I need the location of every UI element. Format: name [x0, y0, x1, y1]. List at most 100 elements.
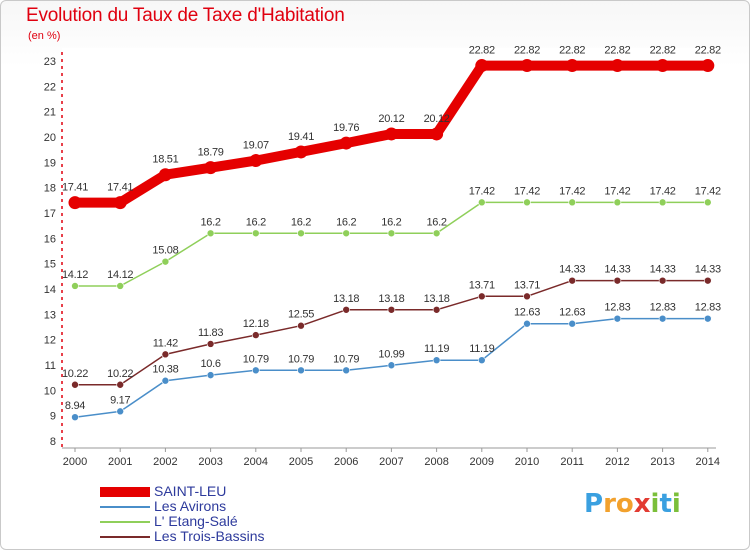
data-point-les-avirons	[161, 376, 170, 385]
x-tick-label: 2001	[108, 456, 132, 468]
y-tick-label: 12	[44, 335, 56, 347]
data-label-les-trois-bassins: 11.83	[198, 327, 223, 339]
logo-letter: P	[584, 489, 604, 519]
data-point-l-etang-sal	[206, 229, 215, 238]
data-point-les-avirons	[477, 356, 486, 364]
x-tick-label: 2011	[560, 456, 584, 468]
y-tick-label: 13	[44, 309, 56, 321]
data-label-saint-leu: 18.51	[152, 154, 178, 166]
data-point-les-avirons	[703, 314, 712, 323]
data-point-les-trois-bassins	[568, 276, 577, 285]
data-point-saint-leu	[520, 59, 534, 73]
data-point-saint-leu	[565, 59, 579, 73]
data-label-les-trois-bassins: 13.18	[378, 293, 404, 305]
data-label-les-trois-bassins: 12.18	[243, 318, 269, 330]
data-label-saint-leu: 22.82	[469, 45, 495, 57]
data-label-l-etang-sal: 16.2	[381, 216, 401, 228]
data-point-les-avirons	[387, 361, 396, 370]
legend-label: Les Trois-Bassins	[154, 528, 265, 544]
data-point-saint-leu	[339, 136, 353, 150]
data-point-l-etang-sal	[658, 198, 667, 207]
data-point-l-etang-sal	[703, 198, 712, 207]
data-point-saint-leu	[656, 59, 670, 73]
data-point-les-trois-bassins	[523, 292, 531, 301]
data-point-saint-leu	[249, 154, 263, 168]
data-point-saint-leu	[610, 59, 624, 73]
x-tick-label: 2003	[198, 456, 222, 468]
data-label-les-avirons: 10.6	[200, 358, 220, 370]
data-label-saint-leu: 22.82	[650, 45, 676, 57]
data-label-les-trois-bassins: 14.33	[650, 264, 676, 276]
data-point-l-etang-sal	[342, 229, 351, 238]
data-label-les-trois-bassins: 14.33	[604, 264, 630, 276]
data-label-les-trois-bassins: 13.18	[333, 293, 359, 305]
data-label-l-etang-sal: 17.42	[514, 185, 540, 197]
x-tick-label: 2012	[605, 456, 629, 468]
data-label-saint-leu: 19.76	[333, 122, 359, 134]
data-label-saint-leu: 22.82	[604, 45, 630, 57]
data-point-les-trois-bassins	[116, 380, 124, 389]
data-label-saint-leu: 18.79	[198, 147, 224, 159]
data-point-les-trois-bassins	[342, 305, 351, 314]
legend-swatch	[100, 521, 150, 523]
logo-letter: r	[603, 489, 616, 519]
data-point-l-etang-sal	[71, 282, 79, 290]
y-tick-label: 14	[44, 284, 56, 296]
logo-letter: i	[650, 489, 660, 519]
data-label-les-avirons: 12.63	[559, 307, 585, 319]
data-label-saint-leu: 22.82	[559, 45, 585, 57]
proxiti-logo: Proxiti	[584, 489, 681, 519]
x-tick-label: 2004	[244, 456, 268, 468]
data-point-les-avirons	[116, 407, 124, 416]
logo-letter: x	[633, 489, 651, 519]
data-point-saint-leu	[701, 59, 715, 73]
data-label-l-etang-sal: 16.2	[246, 216, 266, 228]
data-label-saint-leu: 19.07	[243, 140, 269, 152]
y-tick-label: 21	[44, 107, 56, 119]
data-label-l-etang-sal: 14.12	[107, 269, 133, 281]
data-point-l-etang-sal	[387, 229, 396, 238]
y-tick-label: 22	[44, 81, 56, 93]
y-tick-label: 23	[44, 56, 56, 68]
data-label-les-avirons: 10.38	[152, 364, 178, 376]
data-point-les-trois-bassins	[658, 276, 667, 285]
chart-title: Evolution du Taux de Taxe d'Habitation	[26, 5, 345, 26]
legend-label: L' Etang-Salé	[154, 513, 238, 529]
data-label-l-etang-sal: 14.12	[62, 269, 88, 281]
data-label-l-etang-sal: 16.2	[426, 216, 446, 228]
y-tick-label: 11	[45, 360, 56, 372]
data-point-les-trois-bassins	[252, 331, 260, 339]
data-point-l-etang-sal	[252, 229, 260, 238]
data-point-les-trois-bassins	[613, 276, 622, 285]
data-label-les-avirons: 12.83	[604, 302, 630, 314]
logo-letter: t	[659, 489, 672, 519]
data-label-l-etang-sal: 17.42	[559, 185, 585, 197]
data-label-les-trois-bassins: 11.42	[153, 337, 178, 349]
data-label-l-etang-sal: 15.08	[152, 245, 178, 257]
data-label-les-avirons: 10.79	[333, 353, 359, 365]
data-label-saint-leu: 19.41	[288, 131, 314, 143]
data-point-l-etang-sal	[568, 198, 577, 207]
data-point-saint-leu	[294, 145, 308, 159]
data-label-saint-leu: 17.41	[62, 182, 88, 194]
logo-letter: o	[615, 489, 634, 519]
data-label-l-etang-sal: 17.42	[469, 185, 495, 197]
data-label-les-avirons: 12.83	[695, 302, 721, 314]
data-point-les-trois-bassins	[387, 305, 396, 314]
data-point-les-avirons	[568, 319, 577, 328]
data-label-les-trois-bassins: 13.71	[469, 279, 495, 291]
legend-label: SAINT-LEU	[154, 483, 227, 499]
data-label-l-etang-sal: 16.2	[291, 216, 311, 228]
data-label-les-avirons: 10.79	[243, 353, 269, 365]
data-point-les-trois-bassins	[703, 276, 712, 285]
data-label-les-avirons: 8.94	[65, 400, 85, 412]
data-label-les-trois-bassins: 10.22	[62, 368, 88, 380]
data-point-les-trois-bassins	[71, 380, 79, 389]
x-tick-label: 2006	[334, 456, 358, 468]
x-tick-label: 2013	[650, 456, 674, 468]
x-tick-label: 2010	[515, 456, 539, 468]
data-point-les-trois-bassins	[297, 321, 305, 330]
data-label-les-trois-bassins: 13.18	[424, 293, 450, 305]
data-point-les-trois-bassins	[161, 350, 170, 359]
